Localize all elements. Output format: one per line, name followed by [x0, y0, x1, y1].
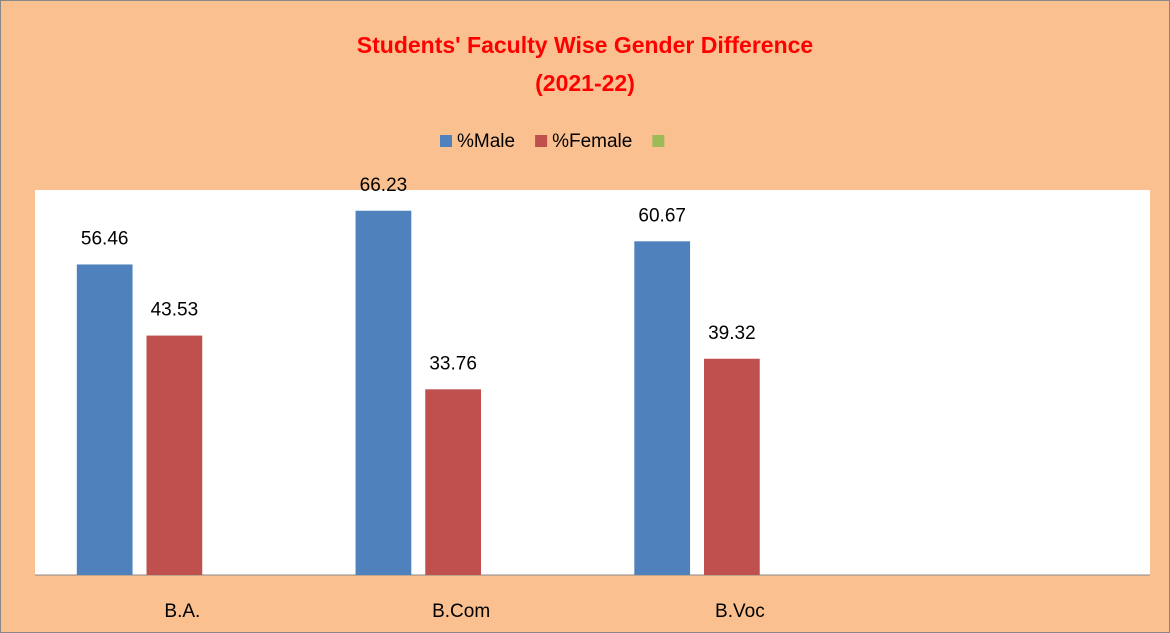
data-label: 33.76	[429, 353, 477, 374]
data-label: 43.53	[151, 300, 199, 321]
chart-title: Students' Faculty Wise Gender Difference	[357, 32, 813, 58]
x-tick-label: B.Voc	[715, 601, 765, 622]
bar	[634, 241, 691, 575]
chart-subtitle: (2021-22)	[535, 70, 635, 96]
plot-area	[35, 190, 1150, 575]
legend-label: %Male	[457, 131, 515, 152]
x-tick-label: B.Com	[432, 601, 490, 622]
legend-label: %Female	[552, 131, 632, 152]
bar	[146, 335, 203, 575]
bar	[704, 358, 760, 575]
data-label: 39.32	[708, 323, 756, 344]
legend-swatch	[652, 135, 665, 147]
data-label: 60.67	[638, 205, 686, 226]
legend-swatch	[535, 135, 548, 147]
data-label: 66.23	[360, 175, 408, 196]
bar	[355, 210, 412, 576]
data-label: 56.46	[81, 228, 129, 249]
x-tick-label: B.A.	[164, 601, 200, 622]
bar	[76, 264, 133, 575]
legend-swatch	[440, 135, 452, 147]
bar	[425, 389, 481, 575]
